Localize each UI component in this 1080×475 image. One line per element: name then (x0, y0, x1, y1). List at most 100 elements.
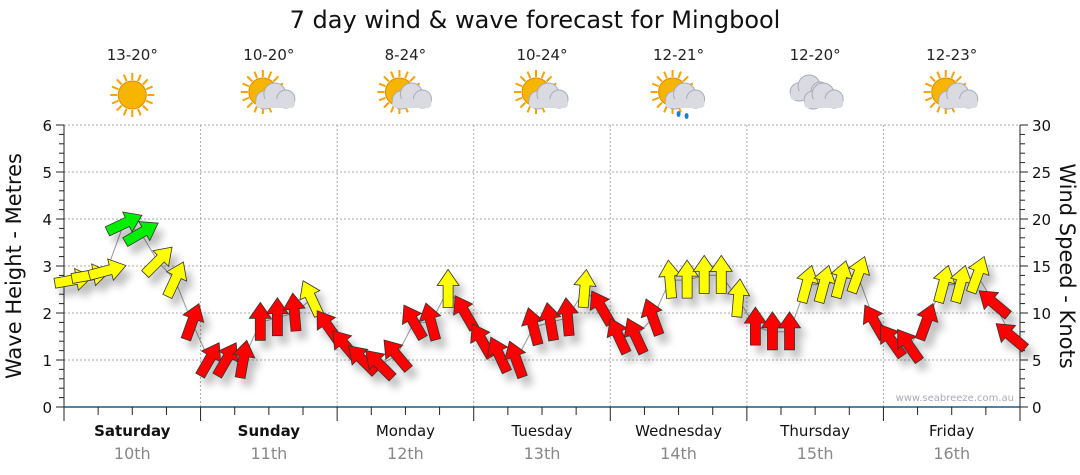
sun-ray (116, 78, 123, 86)
sun-ray (122, 108, 128, 116)
sun-ray (677, 71, 682, 79)
sun-ray (526, 105, 532, 113)
temperature-range: 13-20° (107, 46, 158, 64)
sun-ray (936, 105, 941, 113)
partly-cloudy-icon (240, 70, 296, 114)
sun-ray (540, 71, 546, 79)
sun-ray (656, 75, 663, 83)
y2-tick-label: 10 (1032, 305, 1051, 323)
sun-ray (142, 78, 149, 86)
sun-ray (378, 82, 386, 88)
sun-ray (390, 105, 395, 113)
sun-ray (145, 99, 153, 105)
wind-arrow (978, 290, 1012, 320)
day-date: 13th (524, 444, 561, 463)
wind-arrow (796, 264, 819, 304)
wind-arrow (180, 302, 205, 342)
chart-title: 7 day wind & wave forecast for Mingbool (290, 6, 781, 34)
wind-arrow (658, 259, 682, 299)
day-date: 10th (114, 444, 151, 463)
sun-ray (545, 75, 553, 83)
day-name: Saturday (94, 422, 171, 440)
wind-arrow (436, 268, 460, 308)
sunny-icon (110, 73, 155, 117)
temperature-range: 12-23° (926, 46, 977, 64)
y-tick-label: 3 (42, 258, 52, 276)
cloud-base (938, 99, 978, 108)
y2-tick-label: 20 (1032, 211, 1051, 229)
y-tick-label: 1 (42, 352, 52, 370)
day-labels: Saturday 10th Sunday 11th Monday 12th Tuesday 1… (94, 422, 974, 463)
y2-tick-label: 25 (1032, 164, 1051, 182)
day-date: 11th (250, 444, 287, 463)
cloud-base (665, 99, 705, 108)
wind-arrow (348, 345, 380, 377)
sun-ray (404, 71, 409, 79)
wind-arrow (122, 221, 159, 247)
sun-disc (117, 80, 147, 110)
wind-arrow (726, 278, 751, 318)
wind-arrow (401, 304, 428, 342)
axes: 0 1 2 3 4 5 6 0 5 10 15 20 25 30 (42, 117, 1051, 421)
day-name: Thursday (779, 422, 850, 440)
wind-arrow (777, 311, 802, 351)
y-tick-label: 4 (42, 211, 52, 229)
y2-tick-label: 0 (1032, 399, 1042, 417)
sun-ray (267, 71, 273, 79)
sun-ray (651, 96, 660, 102)
y-tick-label: 0 (42, 399, 52, 417)
day-date: 14th (660, 444, 697, 463)
sun-ray (378, 96, 386, 102)
sun-ray (651, 82, 660, 88)
sun-ray (137, 74, 142, 82)
sun-ray (253, 71, 259, 79)
day-name: Tuesday (510, 422, 572, 440)
wind-arrow (383, 339, 413, 373)
y2-tick-label: 5 (1032, 352, 1042, 370)
sun-ray (111, 99, 119, 105)
wind-arrow (760, 311, 785, 351)
sun-ray (137, 108, 142, 116)
sun-ray (383, 75, 390, 83)
y-tick-label: 5 (42, 164, 52, 182)
sun-ray (122, 74, 128, 82)
sun-ray (246, 75, 253, 83)
sun-ray (111, 85, 119, 91)
showers-icon (650, 70, 706, 119)
weather-row: 13-20° 10-20° 8-24° 10-24° 12-21° 12-20° 12-23… (107, 46, 979, 119)
wind-arrow (555, 297, 580, 337)
wind-arrow (995, 323, 1030, 353)
cloud-base (804, 99, 844, 108)
wind-arrow (365, 350, 397, 382)
wind-arrow (487, 336, 512, 375)
wind-arrow (932, 264, 956, 304)
wind-arrow (104, 211, 143, 237)
sun-ray (383, 101, 390, 109)
wind-arrows (53, 211, 1030, 382)
wind-arrow (675, 259, 699, 299)
partly-cloudy-icon (377, 70, 432, 114)
day-name: Wednesday (635, 422, 722, 440)
wind-arrow (418, 302, 442, 342)
wind-arrow (914, 302, 939, 342)
sun-ray (936, 71, 941, 79)
cloudy-icon (789, 74, 844, 110)
wind-arrow (846, 255, 871, 295)
wind-arrow (538, 302, 562, 342)
sun-ray (663, 71, 668, 79)
cloud-base (255, 99, 295, 108)
day-date: 16th (933, 444, 970, 463)
sun-ray (242, 82, 250, 88)
sun-ray (409, 75, 416, 83)
sun-ray (272, 75, 280, 83)
y2-tick-label: 30 (1032, 117, 1051, 135)
sun-ray (390, 71, 395, 79)
wind-arrow (248, 301, 273, 341)
day-name: Monday (376, 422, 435, 440)
sun-ray (142, 104, 149, 112)
wind-arrow (162, 261, 188, 300)
sun-ray (246, 101, 253, 109)
sun-ray (682, 75, 689, 83)
wind-arrow (965, 255, 990, 295)
